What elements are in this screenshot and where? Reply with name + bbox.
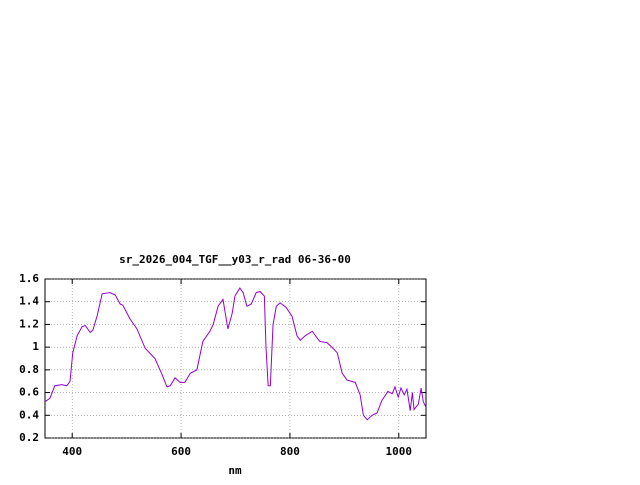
plot-frame [44,278,427,439]
x-axis-label: nm [228,464,242,477]
y-tick-label: 1 [32,340,39,353]
y-tick-label: 0.8 [19,363,39,376]
y-tick-label: 0.4 [19,408,39,421]
x-tick-label: 600 [171,445,191,458]
x-tick-label: 400 [62,445,82,458]
x-tick-label: 800 [280,445,300,458]
y-tick-label: 0.2 [19,431,39,444]
x-tick-label: 1000 [386,445,413,458]
chart-title: sr_2026_004_TGF__y03_r_rad 06-36-00 [119,253,351,266]
y-tick-label: 1.2 [19,317,39,330]
y-tick-label: 0.6 [19,386,39,399]
y-tick-label: 1.6 [19,272,39,285]
y-tick-label: 1.4 [19,295,39,308]
data-line [44,287,427,421]
